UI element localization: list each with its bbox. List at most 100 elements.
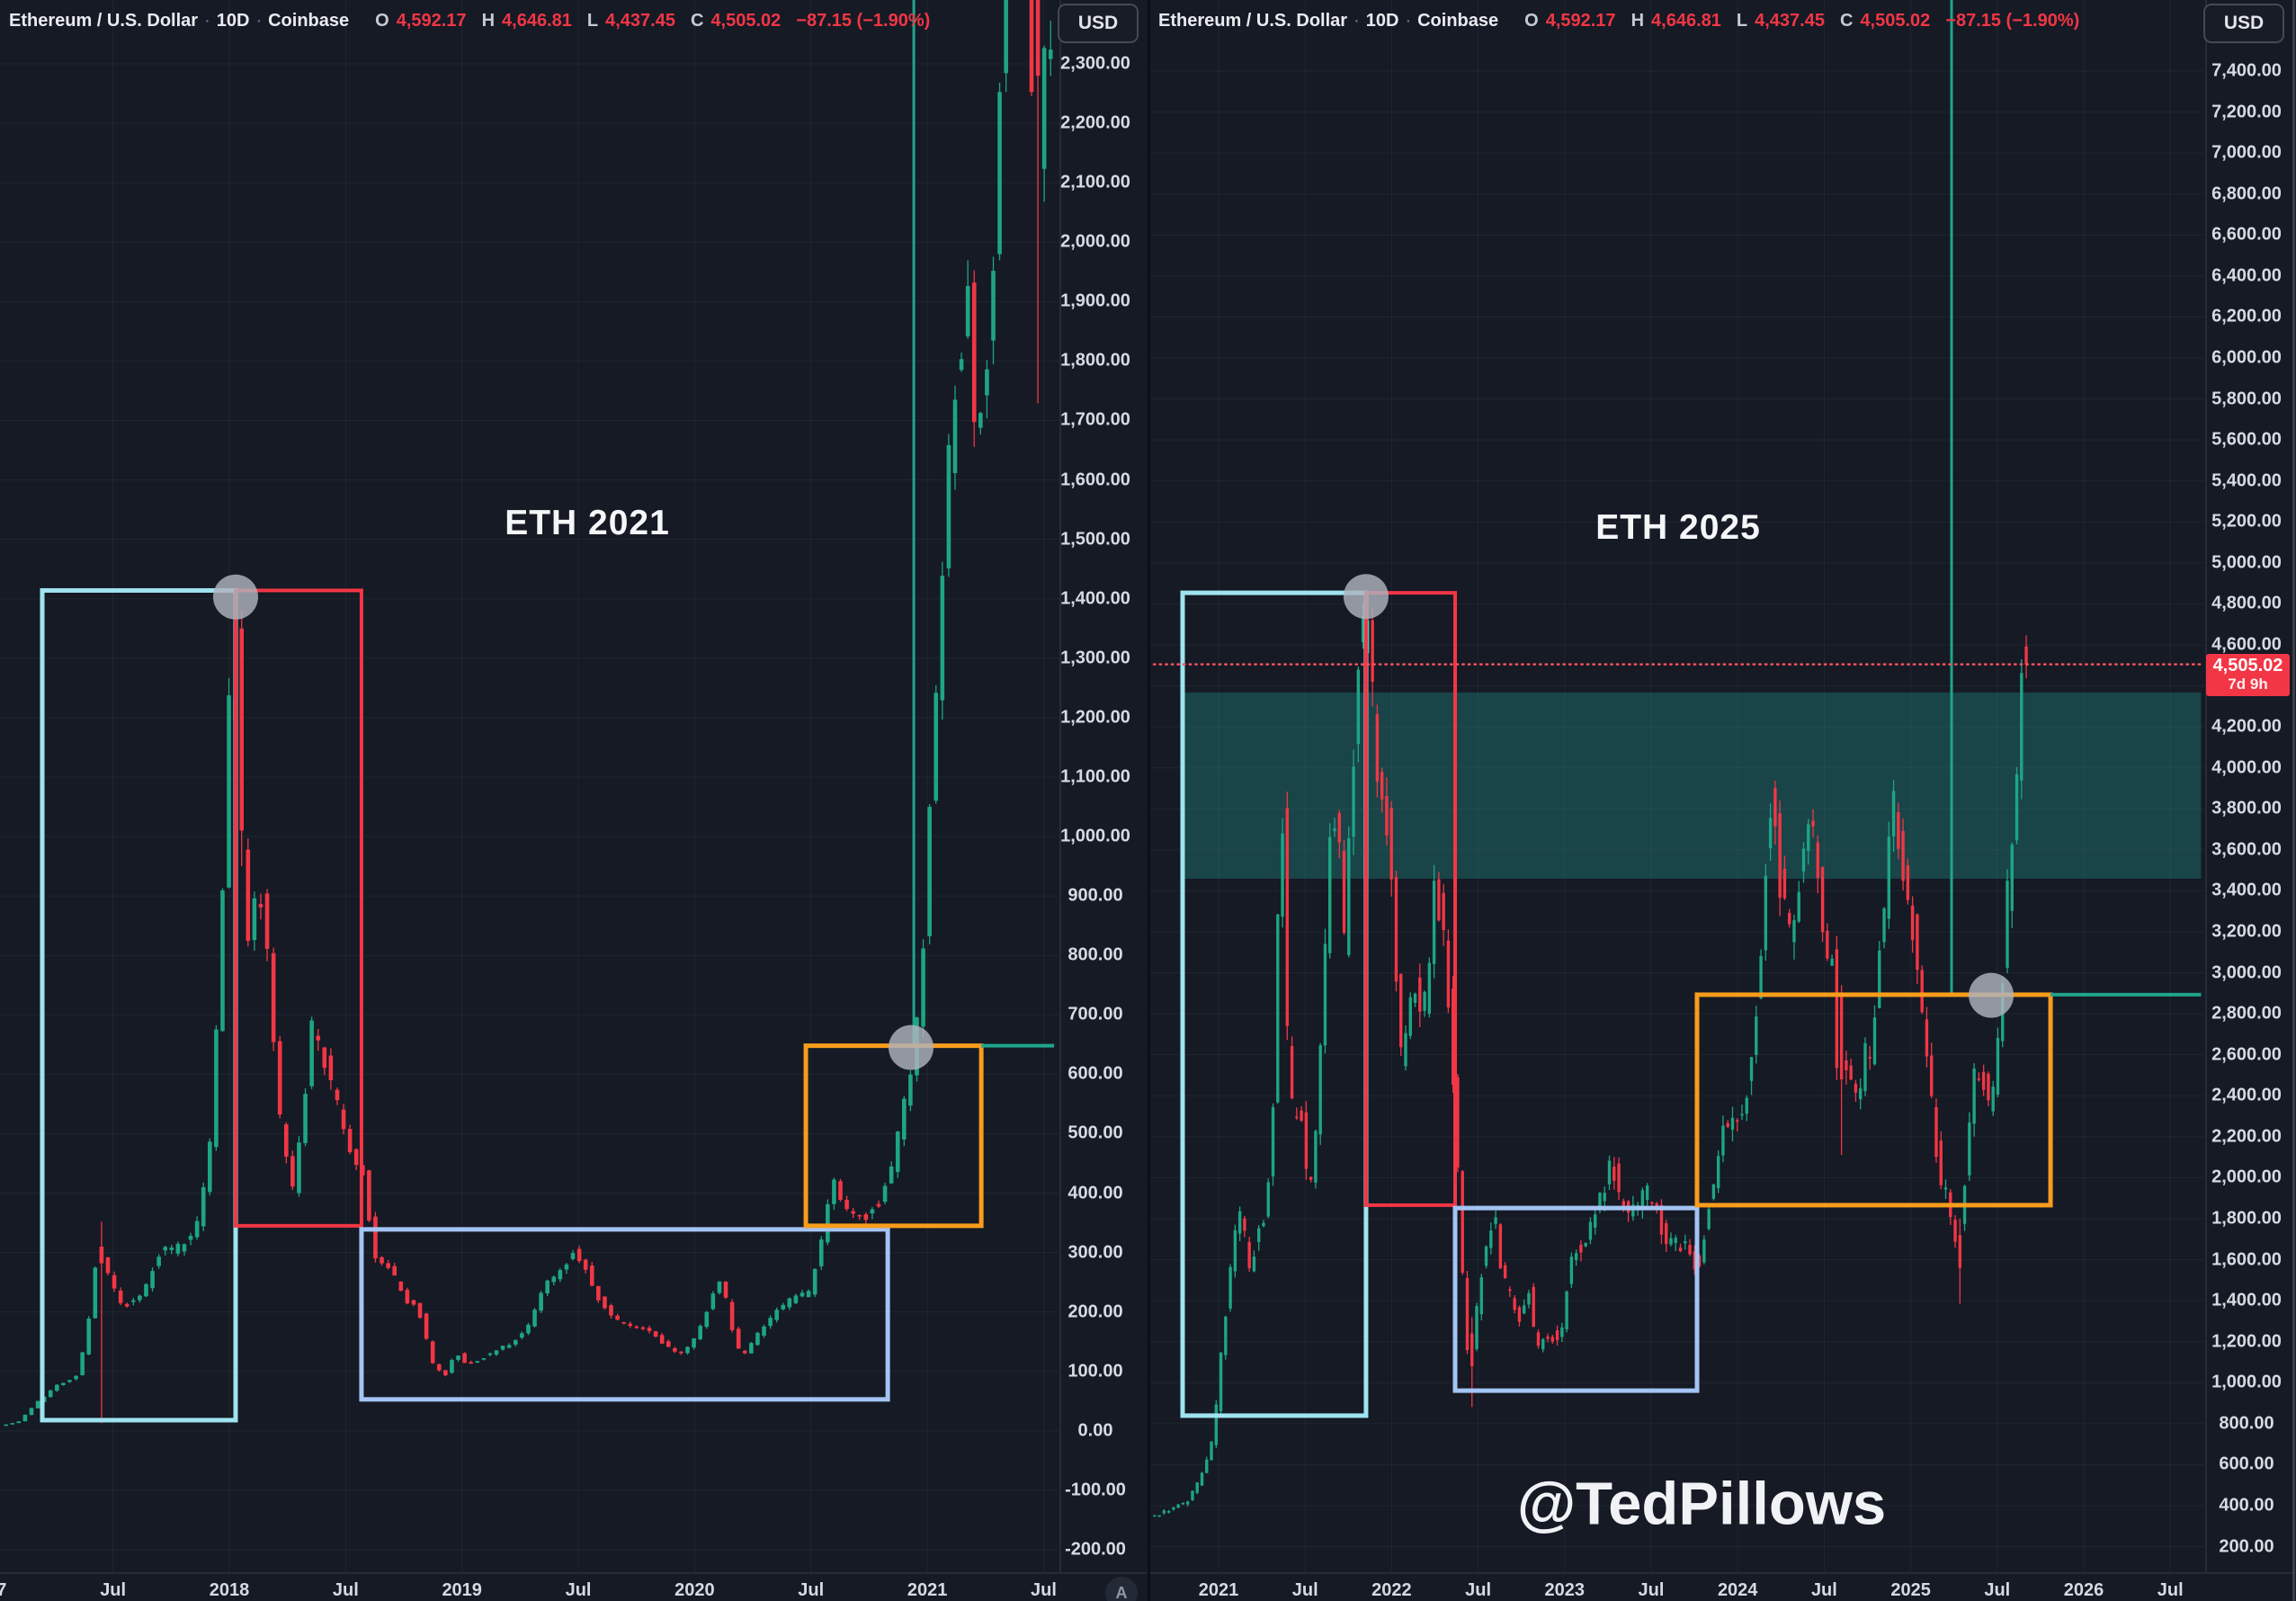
bar-countdown: 7d 9h [2228,675,2268,693]
left-currency-button[interactable]: USD [1058,4,1139,43]
time-tick-label: 2023 [1544,1580,1586,1600]
price-tick-label: 600.00 [2219,1453,2274,1474]
time-tick-label: Jul [1465,1580,1492,1600]
right-screen-edge[interactable] [2292,0,2295,1601]
price-tick-label: 1,200.00 [1060,707,1130,728]
time-tick-label: Jul [1810,1580,1837,1600]
interval-label: 10D [1365,10,1399,31]
price-tick-label: 1,500.00 [1060,529,1130,550]
price-tick-label: 2,600.00 [2211,1044,2282,1065]
high-value: 4,646.81 [502,10,572,31]
price-tick-label: 2,300.00 [1060,53,1130,74]
price-tick-label: 3,400.00 [2211,880,2282,900]
price-tick-label: 800.00 [1068,944,1123,965]
price-tick-label: 1,900.00 [1060,291,1130,311]
watermark: @TedPillows [1516,1470,1887,1538]
right-symbol-header[interactable]: Ethereum / U.S. Dollar · 10D · Coinbase … [1158,10,2080,31]
price-tick-label: -200.00 [1065,1539,1126,1560]
time-tick-label: Jul [332,1580,359,1600]
price-tick-label: 0.00 [1077,1420,1113,1441]
price-tick-label: 400.00 [1068,1183,1123,1203]
price-tick-label: 1,800.00 [1060,350,1130,371]
price-tick-label: 1,300.00 [1060,648,1130,668]
price-tick-label: 2,000.00 [1060,231,1130,252]
price-tick-label: 3,000.00 [2211,962,2282,983]
interval-label: 10D [216,10,250,31]
price-tick-label: 900.00 [1068,885,1123,906]
auto-scale-badge[interactable]: A [1105,1577,1138,1601]
time-tick-label: Jul [2157,1580,2184,1600]
price-tick-label: 6,400.00 [2211,265,2282,286]
price-tick-label: 200.00 [2219,1536,2274,1557]
price-tick-label: 4,800.00 [2211,593,2282,613]
right-currency-button[interactable]: USD [2203,4,2284,43]
price-tick-label: 600.00 [1068,1063,1123,1084]
price-tick-label: 1,200.00 [2211,1331,2282,1352]
price-tick-label: 6,200.00 [2211,306,2282,326]
price-tick-label: 1,600.00 [1060,470,1130,490]
price-tick-label: 1,400.00 [1060,588,1130,609]
price-tick-label: 1,100.00 [1060,766,1130,787]
cycle-top-marker [1343,574,1389,620]
left-symbol-header[interactable]: Ethereum / U.S. Dollar · 10D · Coinbase … [9,10,931,31]
time-tick-label: 2022 [1371,1580,1412,1600]
price-tick-label: 3,600.00 [2211,839,2282,860]
price-tick-label: 1,800.00 [2211,1208,2282,1229]
price-tick-label: 3,200.00 [2211,921,2282,942]
panel-divider [1148,0,1150,1601]
price-tick-label: 7,000.00 [2211,142,2282,163]
time-tick-label: 2021 [1198,1580,1239,1600]
exchange-label: Coinbase [268,10,350,31]
reaccumulation-box [1694,992,2053,1208]
candles [4,0,1053,1427]
symbol-name: Ethereum / U.S. Dollar [1158,10,1348,31]
price-tick-label: 6,000.00 [2211,347,2282,368]
price-tick-label: 2,200.00 [1060,112,1130,133]
time-tick-label: 2026 [2063,1580,2104,1600]
price-tick-label: 200.00 [1068,1301,1123,1322]
price-tick-label: 7,200.00 [2211,102,2282,122]
open-value: 4,592.17 [1545,10,1616,31]
price-tick-label: 2,200.00 [2211,1126,2282,1147]
price-tick-label: 5,200.00 [2211,511,2282,532]
accumulation-box [1452,1205,1700,1393]
accumulation-box [359,1227,890,1402]
price-tick-label: 100.00 [1068,1361,1123,1382]
time-tick-label: Jul [1030,1580,1057,1600]
candles [1153,589,2028,1517]
left-chart-title: ETH 2021 [505,504,670,542]
time-tick-label: 17 [0,1580,7,1600]
distribution-box [233,588,363,1228]
time-tick-label: 2018 [209,1580,250,1600]
time-tick-label: Jul [1984,1580,2011,1600]
price-tick-label: 5,600.00 [2211,429,2282,450]
price-tick-label: 1,400.00 [2211,1290,2282,1310]
right-chart-canvas[interactable] [1150,0,2204,1572]
close-value: 4,505.02 [710,10,782,31]
price-tick-label: 5,800.00 [2211,389,2282,409]
cycle-top-marker [212,574,258,620]
price-tick-label: 3,800.00 [2211,798,2282,818]
left-chart-canvas[interactable] [0,0,1059,1572]
breakout-marker [888,1024,934,1070]
price-tick-label: 2,400.00 [2211,1085,2282,1105]
open-value: 4,592.17 [396,10,467,31]
price-tick-label: 5,000.00 [2211,552,2282,573]
distribution-box [1363,591,1458,1207]
price-tick-label: 6,600.00 [2211,224,2282,245]
time-tick-label: 2024 [1717,1580,1758,1600]
time-tick-label: Jul [100,1580,127,1600]
close-value: 4,505.02 [1860,10,1931,31]
time-tick-label: Jul [1638,1580,1665,1600]
time-tick-label: 2019 [442,1580,482,1600]
current-price: 4,505.02 [2212,656,2283,675]
cycle-start-box [40,587,238,1423]
price-tick-label: -100.00 [1065,1480,1126,1500]
price-tick-label: 7,400.00 [2211,60,2282,81]
price-tick-label: 6,800.00 [2211,183,2282,204]
price-tick-label: 400.00 [2219,1495,2274,1516]
price-tick-label: 4,200.00 [2211,716,2282,737]
price-tick-label: 500.00 [1068,1122,1123,1143]
change-value: −87.15 (−1.90%) [1945,10,2080,31]
